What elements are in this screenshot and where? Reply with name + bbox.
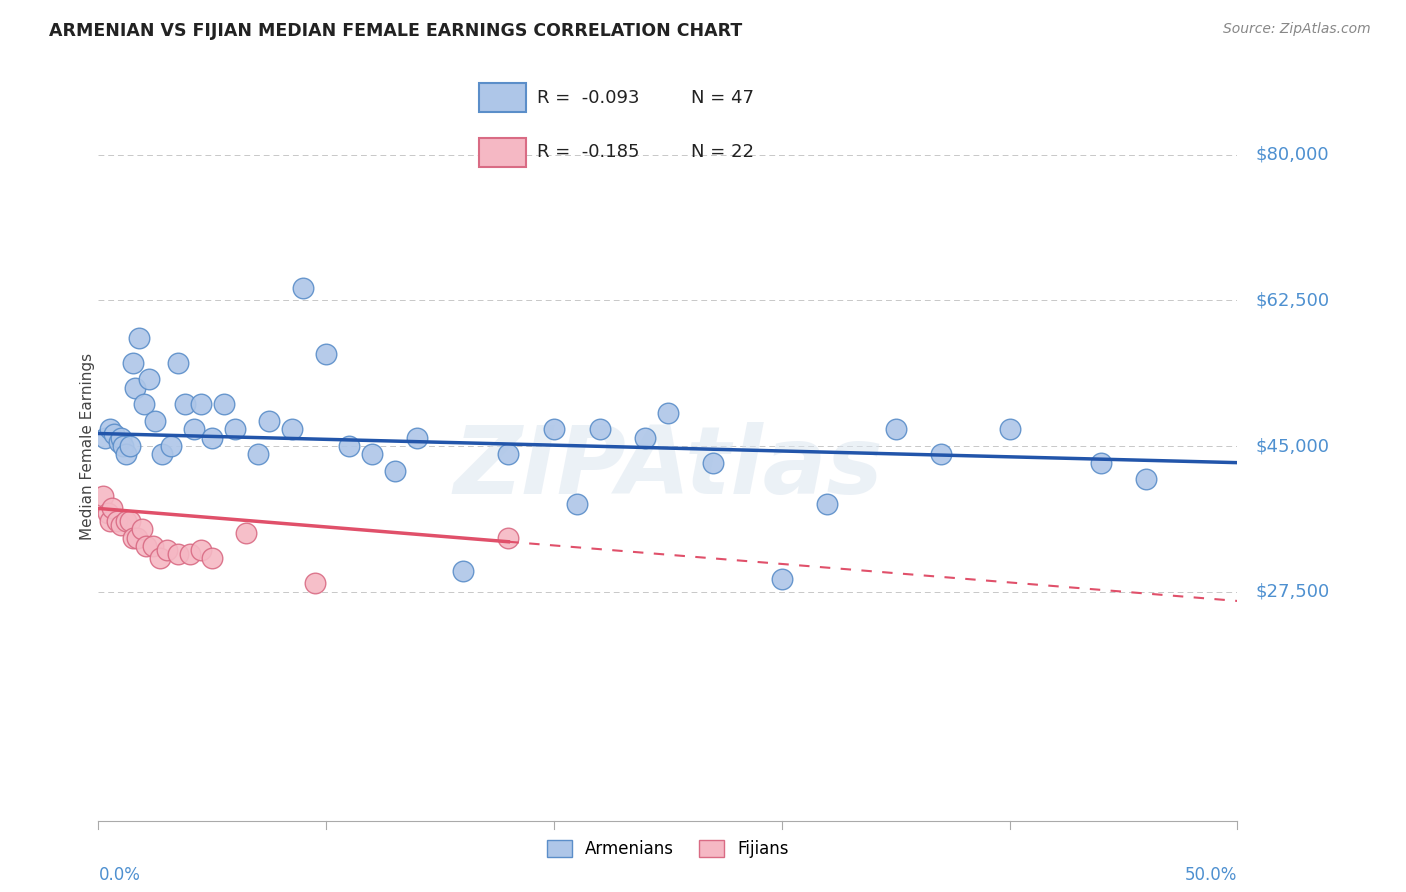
Point bbox=[190, 543, 212, 558]
Point bbox=[384, 464, 406, 478]
Point bbox=[160, 439, 183, 453]
Point bbox=[132, 397, 155, 411]
Point bbox=[498, 447, 520, 461]
Point bbox=[406, 431, 429, 445]
FancyBboxPatch shape bbox=[478, 83, 526, 112]
Text: $80,000: $80,000 bbox=[1256, 145, 1329, 163]
Point bbox=[212, 397, 235, 411]
Text: N = 47: N = 47 bbox=[690, 89, 754, 107]
Point bbox=[121, 356, 143, 370]
Point bbox=[929, 447, 952, 461]
Text: 50.0%: 50.0% bbox=[1185, 866, 1237, 885]
Point bbox=[135, 539, 157, 553]
Text: N = 22: N = 22 bbox=[690, 144, 754, 161]
Point bbox=[565, 497, 588, 511]
Point bbox=[114, 514, 136, 528]
Point bbox=[142, 539, 165, 553]
Point bbox=[201, 431, 224, 445]
Point bbox=[884, 422, 907, 436]
Point bbox=[128, 331, 150, 345]
Point bbox=[167, 547, 190, 561]
Point bbox=[138, 372, 160, 386]
Point bbox=[127, 531, 149, 545]
Text: 0.0%: 0.0% bbox=[98, 866, 141, 885]
Point bbox=[315, 347, 337, 361]
Text: $27,500: $27,500 bbox=[1256, 582, 1330, 600]
Legend: Armenians, Fijians: Armenians, Fijians bbox=[540, 833, 796, 864]
Point bbox=[103, 426, 125, 441]
Point bbox=[543, 422, 565, 436]
Point bbox=[259, 414, 281, 428]
Point bbox=[498, 531, 520, 545]
Point bbox=[235, 526, 257, 541]
Point bbox=[150, 447, 173, 461]
Point bbox=[101, 501, 124, 516]
Point bbox=[702, 456, 724, 470]
Point bbox=[451, 564, 474, 578]
Point bbox=[91, 489, 114, 503]
Point bbox=[110, 518, 132, 533]
Text: R =  -0.185: R = -0.185 bbox=[537, 144, 640, 161]
Point bbox=[201, 551, 224, 566]
Point bbox=[156, 543, 179, 558]
Point bbox=[108, 434, 131, 449]
Point bbox=[304, 576, 326, 591]
Point bbox=[281, 422, 304, 436]
Point bbox=[145, 414, 167, 428]
Point bbox=[337, 439, 360, 453]
Point bbox=[634, 431, 657, 445]
Point bbox=[96, 506, 118, 520]
FancyBboxPatch shape bbox=[478, 137, 526, 167]
Point bbox=[179, 547, 201, 561]
Point bbox=[292, 281, 315, 295]
Point bbox=[131, 522, 153, 536]
Point bbox=[657, 406, 679, 420]
Point bbox=[1090, 456, 1112, 470]
Text: ZIPAtlas: ZIPAtlas bbox=[453, 423, 883, 515]
Point bbox=[94, 431, 117, 445]
Point bbox=[121, 531, 143, 545]
Point bbox=[98, 422, 121, 436]
Point bbox=[98, 514, 121, 528]
Point bbox=[120, 439, 142, 453]
Point bbox=[815, 497, 838, 511]
Text: R =  -0.093: R = -0.093 bbox=[537, 89, 640, 107]
Point bbox=[360, 447, 382, 461]
Text: $45,000: $45,000 bbox=[1256, 437, 1330, 455]
Point bbox=[124, 381, 146, 395]
Point bbox=[770, 572, 793, 586]
Point bbox=[112, 439, 135, 453]
Point bbox=[183, 422, 205, 436]
Point bbox=[190, 397, 212, 411]
Point bbox=[167, 356, 190, 370]
Text: ARMENIAN VS FIJIAN MEDIAN FEMALE EARNINGS CORRELATION CHART: ARMENIAN VS FIJIAN MEDIAN FEMALE EARNING… bbox=[49, 22, 742, 40]
Point bbox=[998, 422, 1021, 436]
Point bbox=[105, 514, 128, 528]
Text: $62,500: $62,500 bbox=[1256, 292, 1330, 310]
Point bbox=[114, 447, 136, 461]
Y-axis label: Median Female Earnings: Median Female Earnings bbox=[80, 352, 94, 540]
Point bbox=[246, 447, 269, 461]
Text: Source: ZipAtlas.com: Source: ZipAtlas.com bbox=[1223, 22, 1371, 37]
Point bbox=[149, 551, 172, 566]
Point bbox=[1135, 472, 1157, 486]
Point bbox=[224, 422, 246, 436]
Point bbox=[120, 514, 142, 528]
Point bbox=[588, 422, 610, 436]
Point bbox=[174, 397, 197, 411]
Point bbox=[110, 431, 132, 445]
